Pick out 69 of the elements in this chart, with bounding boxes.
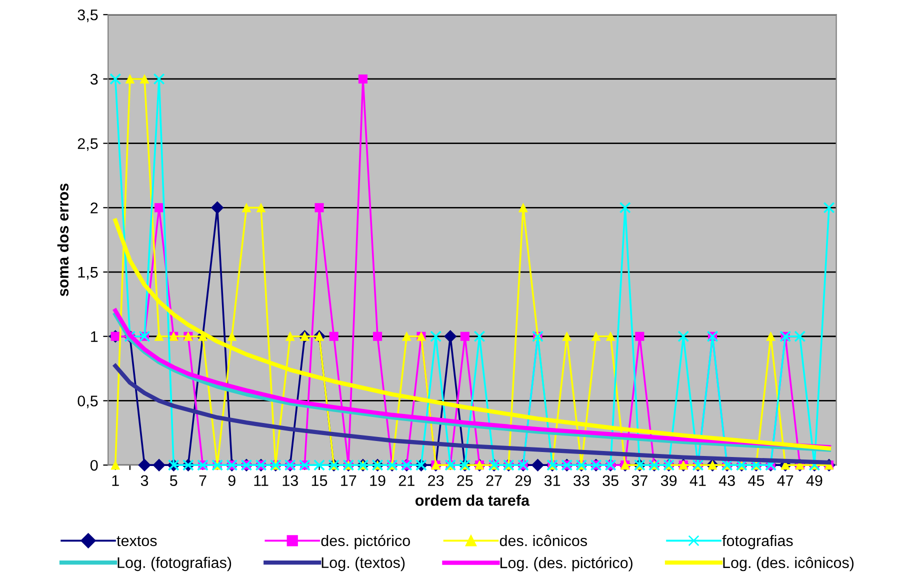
x-tick-label: 35 bbox=[602, 475, 618, 486]
point bbox=[140, 74, 150, 84]
y-tick-label: 2,5 bbox=[78, 138, 98, 151]
point bbox=[460, 332, 470, 341]
y-axis-title: soma dos erros bbox=[57, 184, 69, 296]
x-tick-label: 41 bbox=[690, 475, 706, 486]
point bbox=[606, 332, 616, 341]
point bbox=[227, 332, 236, 341]
x-tick-label: 49 bbox=[806, 475, 822, 486]
point bbox=[211, 201, 224, 214]
legend-label: Log. (fotografias) bbox=[118, 556, 232, 572]
y-tick-label: 1 bbox=[91, 331, 98, 342]
point bbox=[518, 203, 528, 212]
x-tick-label: 25 bbox=[457, 475, 473, 486]
x-tick-label: 1 bbox=[112, 475, 119, 486]
legend-label: des. pictórico bbox=[321, 534, 410, 550]
point bbox=[591, 332, 601, 341]
point bbox=[125, 74, 134, 84]
x-tick-label: 3 bbox=[140, 475, 148, 486]
point bbox=[154, 332, 164, 341]
y-tick-label: 2 bbox=[90, 202, 98, 214]
point bbox=[402, 332, 412, 341]
x-tick-label: 47 bbox=[777, 475, 794, 486]
legend-label: Log. (des. icônicos) bbox=[723, 556, 854, 572]
x-tick-label: 15 bbox=[312, 475, 328, 486]
point bbox=[444, 330, 457, 343]
point bbox=[531, 458, 544, 472]
y-tick-label: 3 bbox=[90, 74, 98, 85]
y-tick-label: 0 bbox=[90, 460, 98, 471]
point bbox=[242, 203, 251, 212]
x-tick-label: 17 bbox=[341, 475, 356, 486]
point bbox=[766, 332, 776, 341]
point bbox=[635, 332, 644, 341]
y-tick-label: 3,5 bbox=[78, 9, 98, 22]
x-tick-label: 19 bbox=[370, 475, 386, 486]
y-tick-label: 0,5 bbox=[78, 396, 98, 408]
x-tick-label: 37 bbox=[632, 475, 648, 486]
x-tick-label: 5 bbox=[170, 475, 178, 486]
x-tick-label: 27 bbox=[486, 475, 502, 486]
x-tick-label: 13 bbox=[282, 475, 298, 486]
point bbox=[314, 203, 324, 212]
x-tick-label: 29 bbox=[515, 475, 531, 486]
point bbox=[562, 332, 572, 341]
y-tick-label: 1,5 bbox=[78, 267, 98, 280]
point bbox=[138, 458, 151, 472]
point bbox=[358, 74, 368, 84]
point bbox=[154, 203, 164, 212]
x-tick-label: 23 bbox=[428, 475, 444, 486]
x-tick-label: 21 bbox=[398, 475, 414, 486]
x-tick-label: 45 bbox=[748, 475, 764, 486]
point bbox=[152, 458, 166, 472]
x-axis-title: ordem da tarefa bbox=[415, 494, 530, 506]
legend-label: des. icônicos bbox=[500, 534, 588, 546]
x-tick-label: 33 bbox=[574, 475, 590, 486]
point bbox=[373, 332, 382, 341]
point bbox=[256, 203, 266, 212]
point bbox=[286, 332, 295, 341]
x-tick-label: 31 bbox=[544, 475, 560, 486]
legend-label: Log. (textos) bbox=[322, 556, 405, 572]
point bbox=[329, 332, 338, 341]
x-tick-label: 39 bbox=[660, 475, 677, 486]
x-tick-label: 11 bbox=[254, 475, 268, 486]
x-tick-label: 43 bbox=[718, 475, 735, 486]
x-tick-label: 7 bbox=[199, 475, 206, 486]
legend-label: textos bbox=[116, 536, 157, 546]
legend-label: Log. (des. pictórico) bbox=[500, 556, 632, 572]
x-tick-label: 9 bbox=[228, 475, 236, 486]
legend-label: fotografias bbox=[722, 534, 793, 550]
point bbox=[110, 460, 120, 470]
